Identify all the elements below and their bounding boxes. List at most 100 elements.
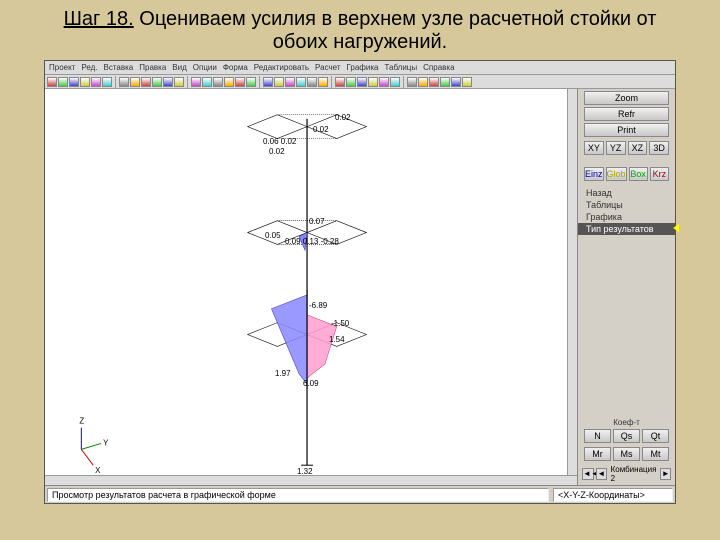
toolbar-button[interactable] xyxy=(152,77,162,87)
menu-item[interactable]: Графика xyxy=(347,63,379,72)
koef-label: Коеф-т xyxy=(578,418,675,427)
force-button-qs[interactable]: Qs xyxy=(613,429,640,443)
menu-item[interactable]: Вставка xyxy=(104,63,134,72)
toolbar-button[interactable] xyxy=(141,77,151,87)
toolbar-button[interactable] xyxy=(174,77,184,87)
svg-text:Y: Y xyxy=(103,438,109,447)
force-button-mr[interactable]: Mr xyxy=(584,447,611,461)
nav-first-button[interactable]: ◄◄ xyxy=(582,468,594,480)
toolbar-button[interactable] xyxy=(69,77,79,87)
toolbar-button[interactable] xyxy=(58,77,68,87)
menu-item[interactable]: Справка xyxy=(423,63,454,72)
force-button-n[interactable]: N xyxy=(584,429,611,443)
toolbar-button[interactable] xyxy=(346,77,356,87)
force-button-mt[interactable]: Mt xyxy=(642,447,669,461)
view-button-zoom[interactable]: Zoom xyxy=(584,91,669,105)
main-area: Z Y X 0.02 0.02 0.06 0.02 0.02 0.07 0.05… xyxy=(45,89,675,485)
toolbar-button[interactable] xyxy=(263,77,273,87)
toolbar-button[interactable] xyxy=(335,77,345,87)
toolbar-button[interactable] xyxy=(296,77,306,87)
toolbar-button[interactable] xyxy=(318,77,328,87)
toolbar-button[interactable] xyxy=(224,77,234,87)
proj-button-yz[interactable]: YZ xyxy=(606,141,626,155)
toolbar-button[interactable] xyxy=(462,77,472,87)
toolbar-button[interactable] xyxy=(80,77,90,87)
toolbar-button[interactable] xyxy=(47,77,57,87)
label: 1.97 xyxy=(275,369,291,378)
label: -6.89 xyxy=(309,301,327,310)
toolbar-button[interactable] xyxy=(246,77,256,87)
slide-title: Шаг 18. Оцениваем усилия в верхнем узле … xyxy=(0,0,720,58)
menu-item[interactable]: Опции xyxy=(193,63,217,72)
mode-button-krz[interactable]: Krz xyxy=(650,167,669,181)
viewport: Z Y X 0.02 0.02 0.06 0.02 0.02 0.07 0.05… xyxy=(45,89,577,485)
toolbar-button[interactable] xyxy=(91,77,101,87)
side-link[interactable]: Таблицы xyxy=(578,199,675,211)
menu-item[interactable]: Таблицы xyxy=(384,63,417,72)
toolbar-button[interactable] xyxy=(235,77,245,87)
title-rest: Оцениваем усилия в верхнем узле расчетно… xyxy=(134,8,657,53)
toolbar-button[interactable] xyxy=(451,77,461,87)
svg-text:Z: Z xyxy=(79,417,84,426)
toolbar-button[interactable] xyxy=(440,77,450,87)
toolbar-button[interactable] xyxy=(390,77,400,87)
nav-next-button[interactable]: ► xyxy=(660,468,671,480)
menu-item[interactable]: Форма xyxy=(223,63,248,72)
toolbar-button[interactable] xyxy=(191,77,201,87)
scrollbar-vertical[interactable] xyxy=(567,89,577,475)
status-left: Просмотр результатов расчета в графическ… xyxy=(47,488,549,502)
svg-text:X: X xyxy=(95,466,101,475)
view-button-print[interactable]: Print xyxy=(584,123,669,137)
toolbar-button[interactable] xyxy=(407,77,417,87)
mode-button-glob[interactable]: Glob xyxy=(606,167,627,181)
proj-button-xy[interactable]: XY xyxy=(584,141,604,155)
view-button-refr[interactable]: Refr xyxy=(584,107,669,121)
toolbar-button[interactable] xyxy=(357,77,367,87)
toolbar xyxy=(45,75,675,89)
menu-item[interactable]: Расчет xyxy=(315,63,340,72)
label: 0.09 0.13 -0.28 xyxy=(285,237,339,246)
toolbar-button[interactable] xyxy=(163,77,173,87)
side-panel: Zoom Refr Print XYYZXZ3D EinzGlobBoxKrz На… xyxy=(577,89,675,485)
label: 0.07 xyxy=(309,217,325,226)
toolbar-button[interactable] xyxy=(119,77,129,87)
mode-button-einz[interactable]: Einz xyxy=(584,167,604,181)
title-step: Шаг 18. xyxy=(64,8,134,30)
menu-item[interactable]: Проект xyxy=(49,63,75,72)
mode-button-box[interactable]: Box xyxy=(629,167,648,181)
toolbar-button[interactable] xyxy=(418,77,428,87)
label: 0.02 xyxy=(269,147,285,156)
force-button-ms[interactable]: Ms xyxy=(613,447,640,461)
proj-button-xz[interactable]: XZ xyxy=(628,141,648,155)
scrollbar-horizontal[interactable] xyxy=(45,475,577,485)
toolbar-button[interactable] xyxy=(213,77,223,87)
label: 0.02 xyxy=(335,113,351,122)
toolbar-button[interactable] xyxy=(274,77,284,87)
toolbar-button[interactable] xyxy=(429,77,439,87)
force-button-qt[interactable]: Qt xyxy=(642,429,669,443)
statusbar: Просмотр результатов расчета в графическ… xyxy=(45,485,675,503)
menu-item[interactable]: Ред. xyxy=(81,63,97,72)
toolbar-button[interactable] xyxy=(307,77,317,87)
side-link[interactable]: Тип результатов xyxy=(578,223,675,235)
toolbar-button[interactable] xyxy=(202,77,212,87)
side-link[interactable]: Назад xyxy=(578,187,675,199)
menu-item[interactable]: Редактировать xyxy=(254,63,309,72)
toolbar-button[interactable] xyxy=(379,77,389,87)
highlight-arrow-icon xyxy=(673,224,679,232)
nav-prev-button[interactable]: ◄ xyxy=(596,468,607,480)
label: 6.09 xyxy=(303,379,319,388)
toolbar-button[interactable] xyxy=(368,77,378,87)
proj-button-3d[interactable]: 3D xyxy=(649,141,669,155)
toolbar-button[interactable] xyxy=(285,77,295,87)
menu-item[interactable]: Вид xyxy=(172,63,186,72)
label: -1.50 xyxy=(331,319,349,328)
toolbar-button[interactable] xyxy=(130,77,140,87)
label: 0.05 xyxy=(265,231,281,240)
side-link[interactable]: Графика xyxy=(578,211,675,223)
label: 1.54 xyxy=(329,335,345,344)
toolbar-button[interactable] xyxy=(102,77,112,87)
diagram-svg: Z Y X xyxy=(45,89,577,485)
app-window: Проект Ред. Вставка Правка Вид Опции Форма Реда… xyxy=(44,60,676,504)
menu-item[interactable]: Правка xyxy=(139,63,166,72)
